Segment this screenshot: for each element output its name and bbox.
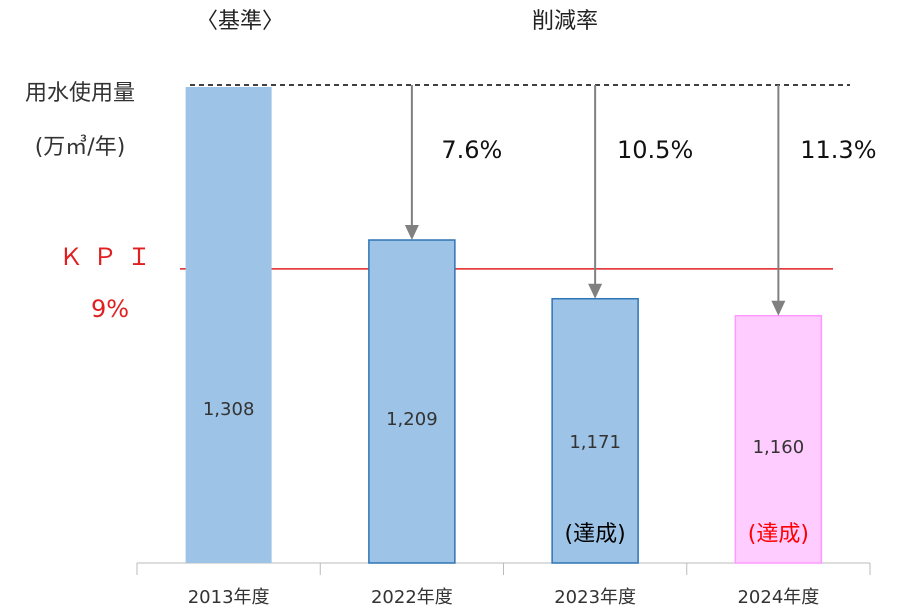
x-tick-label: 2023年度: [554, 587, 636, 608]
y-axis-label: (万㎥/年): [35, 134, 126, 160]
arrow-head: [404, 225, 419, 240]
y-axis-label: 用水使用量: [25, 81, 135, 106]
kpi-label: ＫＰＩ: [59, 243, 161, 271]
bar: [185, 87, 272, 563]
bar-value-label: 1,209: [386, 409, 438, 430]
bar-value-label: 1,160: [753, 437, 805, 458]
bar-value-label: 1,171: [569, 432, 621, 453]
x-tick-label: 2013年度: [188, 587, 270, 608]
reduction-label: 10.5%: [617, 136, 693, 164]
arrow-head: [588, 283, 603, 299]
reduction-header: 削減率: [532, 9, 598, 34]
x-tick-label: 2024年度: [737, 587, 819, 608]
bar: [734, 314, 823, 564]
reduction-label: 11.3%: [800, 136, 876, 164]
achievement-label: (達成): [748, 522, 809, 547]
arrow-head: [771, 300, 786, 316]
bar-value-label: 1,308: [203, 399, 255, 420]
bar: [368, 239, 456, 564]
reduction-label: 7.6%: [441, 136, 502, 164]
achievement-label: (達成): [565, 522, 626, 547]
kpi-rate: 9%: [91, 295, 129, 323]
baseline-header: 〈基準〉: [196, 9, 284, 34]
x-tick-label: 2022年度: [371, 587, 453, 608]
